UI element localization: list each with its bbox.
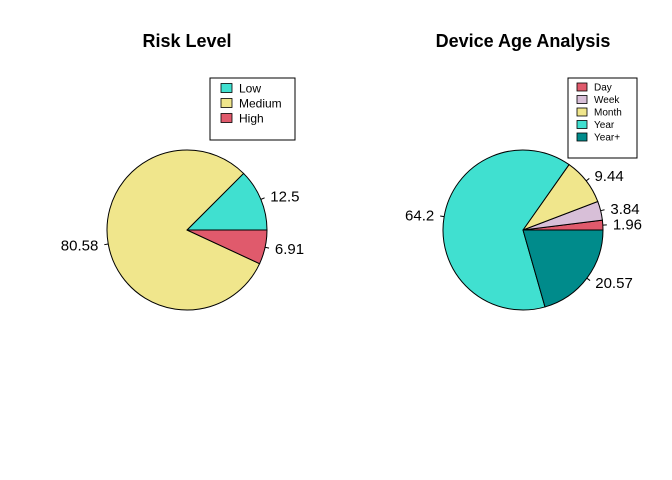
slice-value-label: 1.96 — [613, 217, 642, 234]
slice-label-tick — [104, 243, 109, 246]
slice-value-label: 9.44 — [594, 168, 623, 185]
legend-label: High — [239, 111, 264, 125]
legend-label: Month — [594, 108, 622, 119]
slice-label-tick — [586, 277, 591, 281]
slice-value-label: 80.58 — [61, 237, 99, 254]
legend-swatch — [220, 98, 233, 108]
chart-title: Device Age Analysis — [436, 31, 611, 51]
legend-label: Year — [594, 120, 615, 131]
legend-swatch — [220, 113, 233, 123]
slice-value-label: 64.2 — [405, 207, 434, 224]
slice-label-tick — [585, 178, 590, 182]
legend-label: Day — [594, 83, 612, 94]
chart-title: Risk Level — [142, 31, 231, 51]
legend-swatch — [576, 120, 588, 129]
pie-slice-medium — [106, 149, 261, 311]
slice-value-label: 3.84 — [610, 201, 639, 218]
legend-label: Year+ — [594, 133, 620, 144]
pie-chart-device-age: Device Age Analysis 1.963.84 9.44 64.2 20.5… — [405, 31, 642, 311]
slice-label-tick — [440, 215, 445, 218]
slice-label-tick — [260, 197, 265, 200]
pie-slice-year — [442, 149, 570, 311]
legend-swatch — [220, 83, 233, 93]
slice-label-tick — [265, 246, 270, 249]
legend-box — [209, 77, 296, 141]
legend-swatch — [576, 82, 588, 92]
legend-swatch — [576, 95, 588, 104]
legend-swatch — [576, 107, 588, 117]
legend-label: Medium — [239, 96, 282, 110]
legend-label: Week — [594, 95, 620, 106]
slice-value-label: 20.57 — [595, 275, 633, 292]
slice-value-label: 12.5 — [270, 188, 299, 205]
pie-slice-low — [185, 172, 268, 231]
slice-label-tick — [600, 209, 605, 212]
legend-label: Low — [239, 81, 261, 95]
legend-swatch — [576, 132, 588, 142]
slice-value-label: 6.91 — [275, 241, 304, 258]
pie-slice-high — [186, 229, 268, 265]
